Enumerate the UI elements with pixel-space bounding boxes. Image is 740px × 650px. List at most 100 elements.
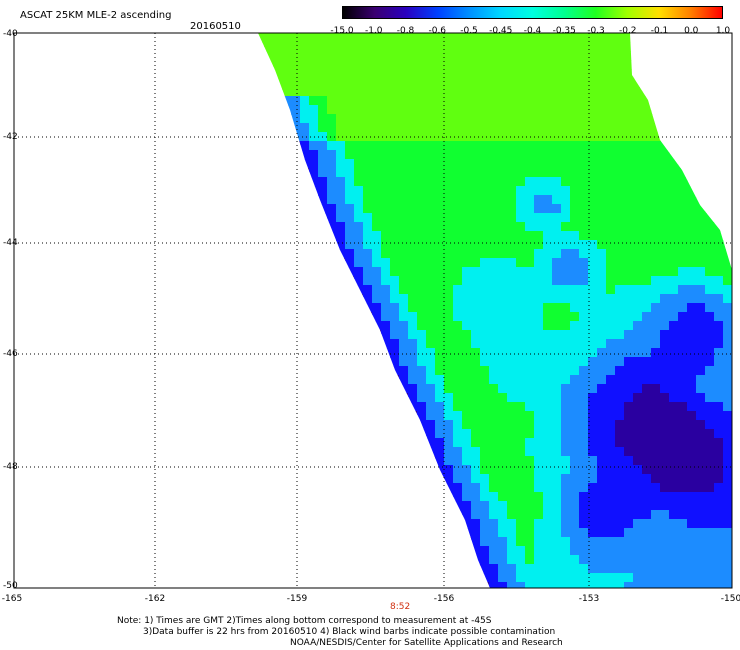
swath-cell [579, 195, 589, 205]
swath-cell [516, 429, 526, 439]
swath-cell [426, 366, 436, 376]
swath-cell [381, 195, 391, 205]
swath-cell [579, 564, 589, 574]
swath-cell [606, 141, 616, 151]
swath-cell [561, 483, 571, 493]
swath-cell [435, 222, 445, 232]
swath-cell [561, 51, 571, 61]
swath-cell [291, 141, 301, 151]
swath-cell [678, 258, 688, 268]
swath-cell [543, 474, 553, 484]
swath-cell [264, 312, 274, 322]
swath-cell [309, 555, 319, 565]
swath-cell [633, 159, 643, 169]
swath-cell [354, 168, 364, 178]
swath-cell [624, 303, 634, 313]
swath-cell [426, 321, 436, 331]
swath-cell [444, 204, 454, 214]
swath-cell [615, 141, 625, 151]
swath-cell [462, 249, 472, 259]
swath-cell [489, 231, 499, 241]
swath-cell [507, 582, 517, 588]
swath-cell [264, 231, 274, 241]
swath-cell [408, 177, 418, 187]
swath-cell [651, 96, 661, 106]
swath-cell [507, 519, 517, 529]
swath-cell [264, 573, 274, 583]
swath-cell [696, 321, 706, 331]
swath-cell [282, 402, 292, 412]
swath-cell [300, 33, 310, 43]
swath-cell [471, 132, 481, 142]
swath-cell [606, 159, 616, 169]
swath-cell [525, 267, 535, 277]
swath-cell [336, 384, 346, 394]
swath-cell [678, 105, 688, 115]
swath-cell [633, 555, 643, 565]
swath-cell [444, 339, 454, 349]
swath-cell [570, 105, 580, 115]
swath-cell [381, 51, 391, 61]
swath-cell [498, 114, 508, 124]
swath-cell [534, 537, 544, 547]
swath-cell [651, 474, 661, 484]
swath-cell [723, 240, 732, 250]
swath-cell [552, 213, 562, 223]
swath-cell [498, 258, 508, 268]
swath-cell [363, 348, 373, 358]
swath-cell [507, 105, 517, 115]
swath-cell [588, 159, 598, 169]
swath-cell [714, 285, 724, 295]
swath-cell [444, 51, 454, 61]
swath-cell [291, 429, 301, 439]
swath-cell [633, 132, 643, 142]
swath-cell [399, 231, 409, 241]
swath-cell [633, 267, 643, 277]
swath-cell [543, 483, 553, 493]
swath-cell [363, 168, 373, 178]
swath-cell [480, 114, 490, 124]
swath-cell [417, 582, 427, 588]
swath-cell [498, 150, 508, 160]
swath-cell [651, 465, 661, 475]
swath-cell [300, 96, 310, 106]
swath-cell [336, 447, 346, 457]
swath-cell [723, 69, 732, 79]
swath-cell [282, 150, 292, 160]
swath-cell [561, 420, 571, 430]
swath-cell [291, 582, 301, 588]
swath-cell [435, 411, 445, 421]
swath-cell [282, 204, 292, 214]
swath-cell [309, 492, 319, 502]
swath-cell [615, 429, 625, 439]
swath-cell [669, 339, 679, 349]
swath-cell [264, 78, 274, 88]
swath-cell [669, 177, 679, 187]
swath-cell [588, 60, 598, 70]
swath-cell [408, 276, 418, 286]
swath-cell [435, 150, 445, 160]
swath-cell [561, 42, 571, 52]
swath-cell [543, 357, 553, 367]
swath-cell [309, 123, 319, 133]
swath-cell [453, 213, 463, 223]
swath-cell [336, 366, 346, 376]
swath-cell [318, 33, 328, 43]
swath-cell [480, 555, 490, 565]
swath-cell [408, 501, 418, 511]
swath-cell [480, 528, 490, 538]
swath-cell [651, 573, 661, 583]
swath-cell [678, 312, 688, 322]
swath-cell [624, 285, 634, 295]
swath-cell [318, 258, 328, 268]
swath-cell [282, 267, 292, 277]
swath-cell [552, 60, 562, 70]
swath-cell [345, 78, 355, 88]
swath-cell [624, 105, 634, 115]
swath-cell [606, 366, 616, 376]
swath-cell [336, 357, 346, 367]
swath-cell [660, 150, 670, 160]
swath-cell [525, 285, 535, 295]
swath-cell [552, 456, 562, 466]
swath-cell [660, 330, 670, 340]
